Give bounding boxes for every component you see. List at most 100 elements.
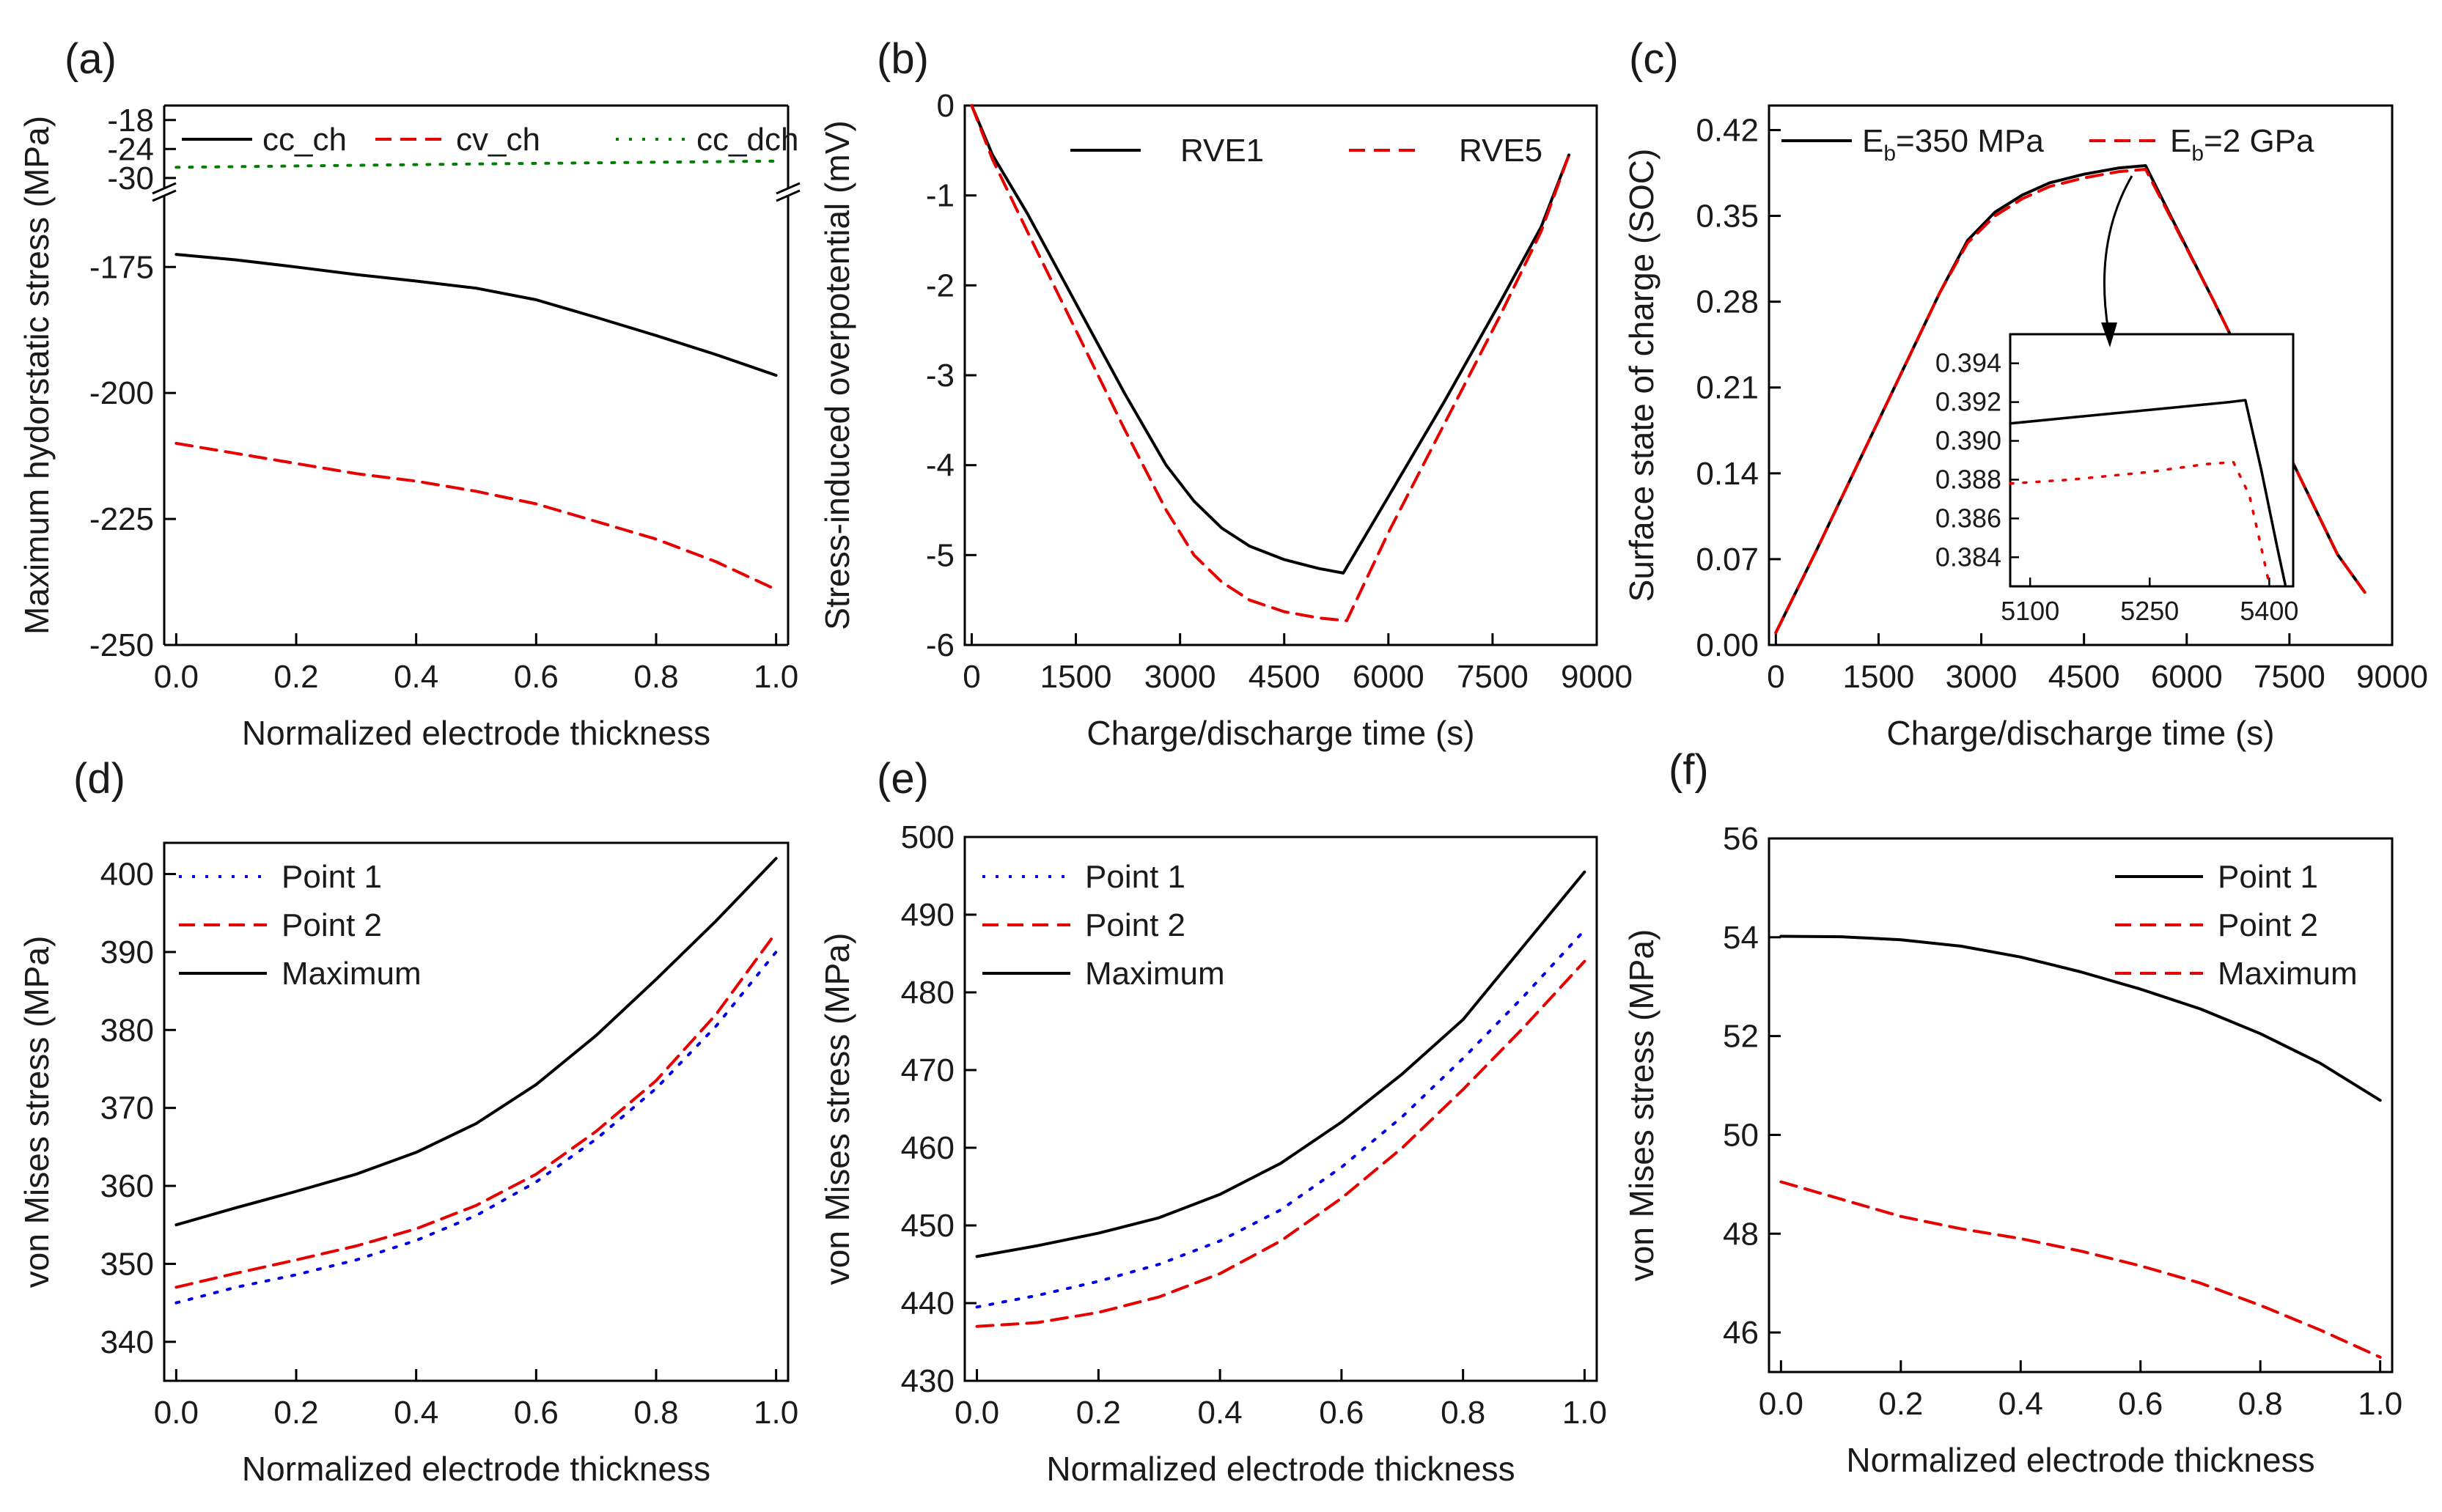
panel-c-ytick-label: 0.42 (1696, 112, 1759, 148)
panel-b-ylabel: Stress-induced overpotential (mV) (818, 120, 856, 630)
panel-b-series-RVE1 (970, 104, 1571, 575)
panel-c-xtick-label: 6000 (2151, 659, 2223, 695)
panel-c-frame (1768, 104, 2394, 646)
panel-b-xtick-label: 3000 (1144, 659, 1216, 695)
panel-c-legend-value: =2 GPa (2204, 123, 2314, 159)
panel-c-inset-xtick-label: 5100 (2001, 596, 2059, 626)
panel-d-legend-label: Point 1 (282, 859, 382, 895)
panel-f-xtick-label: 1.0 (2358, 1386, 2402, 1422)
panel-c-label: (c) (1629, 35, 1679, 83)
panel-c-ylabel: Surface state of charge (SOC) (1622, 149, 1661, 602)
panel-c-inset-ytick-label: 0.392 (1935, 387, 2001, 417)
panel-f-ylabel: von Mises stress (MPa) (1622, 929, 1661, 1282)
panel-a-break-mark (776, 189, 801, 202)
panel-f-xtick-label: 0.2 (1878, 1386, 1923, 1422)
panel-a-ytick-label: -24 (107, 131, 154, 167)
panel-c-xtick-label: 0 (1767, 659, 1784, 695)
panel-b-legend-label: RVE1 (1180, 133, 1264, 169)
panel-e-xlabel: Normalized electrode thickness (1046, 1450, 1515, 1488)
panel-c-xtick-label: 1500 (1843, 659, 1915, 695)
panel-b: (b)0-1-2-3-4-5-60 1500 3000 4500 6000 7500 900… (818, 35, 1633, 752)
panel-e-ylabel: von Mises stress (MPa) (818, 933, 856, 1286)
panel-b-ytick-label: -3 (926, 358, 955, 394)
panel-b-xlabel: Charge/discharge time (s) (1086, 714, 1474, 752)
panel-f-xtick-label: 0.0 (1759, 1386, 1803, 1422)
panel-d-xtick-label: 0.0 (154, 1395, 199, 1431)
panel-a-ytick-label: -30 (107, 161, 154, 196)
panel-d-ytick-label: 370 (100, 1091, 154, 1126)
panel-a-break-mark (152, 182, 177, 195)
panel-c-inset-xtick-label: 5400 (2240, 596, 2298, 626)
panel-c-xtick-label: 4500 (2048, 659, 2120, 695)
panel-e-xtick-label: 0.0 (955, 1395, 999, 1431)
panel-f-series-Point-2 (1779, 1180, 2382, 1359)
panel-f-xtick-label: 0.6 (2118, 1386, 2163, 1422)
panel-b-xtick-label: 4500 (1248, 659, 1320, 695)
panel-d-xtick-label: 0.8 (633, 1395, 678, 1431)
panel-c-xtick-label: 9000 (2356, 659, 2428, 695)
panel-a-series-cc_dch (174, 159, 778, 169)
panel-c-series-Eb=2-GPa (1774, 168, 2366, 635)
panel-c-inset-ytick-label: 0.384 (1935, 542, 2001, 572)
panel-d-xtick-label: 0.6 (514, 1395, 559, 1431)
panel-d-series-Maximum (174, 857, 778, 1227)
panel-c-inset-ytick-label: 0.394 (1935, 348, 2001, 378)
panel-d-xlabel: Normalized electrode thickness (242, 1450, 710, 1488)
panel-e-series-Maximum (975, 870, 1586, 1258)
panel-b-xtick-label: 6000 (1353, 659, 1424, 695)
panel-d-label: (d) (73, 755, 125, 803)
panel-e-ytick-label: 480 (901, 975, 955, 1011)
panel-c-legend-value: =350 MPa (1896, 123, 2044, 159)
panel-b-xtick-label: 9000 (1561, 659, 1633, 695)
panel-f-legend-label: Point 1 (2218, 859, 2318, 895)
panel-d-ytick-label: 390 (100, 934, 154, 970)
panel-d-ytick-label: 360 (100, 1168, 154, 1204)
panel-a-ytick-label: -175 (89, 249, 154, 285)
panel-d-series-Point-1 (174, 950, 778, 1305)
panel-c-inset-xtick-label: 5250 (2120, 596, 2179, 626)
panel-f-xtick-label: 0.4 (1998, 1386, 2043, 1422)
panel-e-label: (e) (877, 755, 929, 803)
panel-f-ytick-label: 54 (1723, 920, 1759, 956)
panel-a-legend-label: cc_ch (262, 122, 347, 158)
panel-e-legend-label: Maximum (1085, 956, 1225, 992)
panel-d-legend-label: Point 2 (282, 907, 382, 943)
panel-c-legend-subscript: b (1883, 141, 1896, 166)
panel-a-legend-label: cc_dch (696, 122, 798, 158)
panel-a-ytick-label: -200 (89, 375, 154, 411)
panel-a-ytick-label: -18 (107, 103, 154, 139)
panel-e-series-Point-1 (975, 929, 1586, 1309)
panel-e-ytick-label: 490 (901, 897, 955, 933)
panel-c-ytick-label: 0.28 (1696, 284, 1759, 320)
panel-c-xtick-label: 7500 (2254, 659, 2325, 695)
panel-e-legend-label: Point 2 (1085, 907, 1185, 943)
panel-e-ytick-label: 460 (901, 1130, 955, 1166)
panel-b-xtick-label: 0 (963, 659, 980, 695)
panel-d-xtick-label: 0.4 (394, 1395, 438, 1431)
panel-b-ytick-label: 0 (937, 88, 955, 124)
panel-b-ytick-label: -4 (926, 448, 955, 484)
panel-a-break-mark (776, 182, 801, 195)
panel-f-legend-label: Point 2 (2218, 907, 2318, 943)
panel-c-inset-ytick-label: 0.388 (1935, 464, 2001, 494)
panel-e-ytick-label: 440 (901, 1286, 955, 1321)
panel-b-xtick-label: 7500 (1457, 659, 1529, 695)
panel-d-ytick-label: 350 (100, 1246, 154, 1282)
panel-f-xlabel: Normalized electrode thickness (1846, 1441, 2314, 1479)
panel-f-frame (1768, 837, 2394, 1373)
panel-d-xtick-label: 0.2 (273, 1395, 318, 1431)
panel-a-label: (a) (65, 35, 117, 83)
panel-c-inset-frame (2009, 333, 2295, 588)
panel-e-frame (963, 836, 1598, 1382)
panel-d: (d) 340 350 360 370 380 390 400 0.0 0.2 0.4 0.6 0.8 1… (18, 755, 798, 1488)
panel-f-legend-label: Maximum (2218, 956, 2358, 992)
panel-c-legend-label: Eb=350 MPa (1862, 123, 2044, 166)
panel-a-xtick-label: 0.0 (154, 659, 199, 695)
panel-e-xtick-label: 0.2 (1076, 1395, 1121, 1431)
panel-c-xtick-label: 3000 (1946, 659, 2018, 695)
panel-a-ytick-label: -250 (89, 627, 154, 663)
panel-b-ytick-label: -6 (926, 627, 955, 663)
panel-f-ytick-label: 52 (1723, 1019, 1759, 1055)
